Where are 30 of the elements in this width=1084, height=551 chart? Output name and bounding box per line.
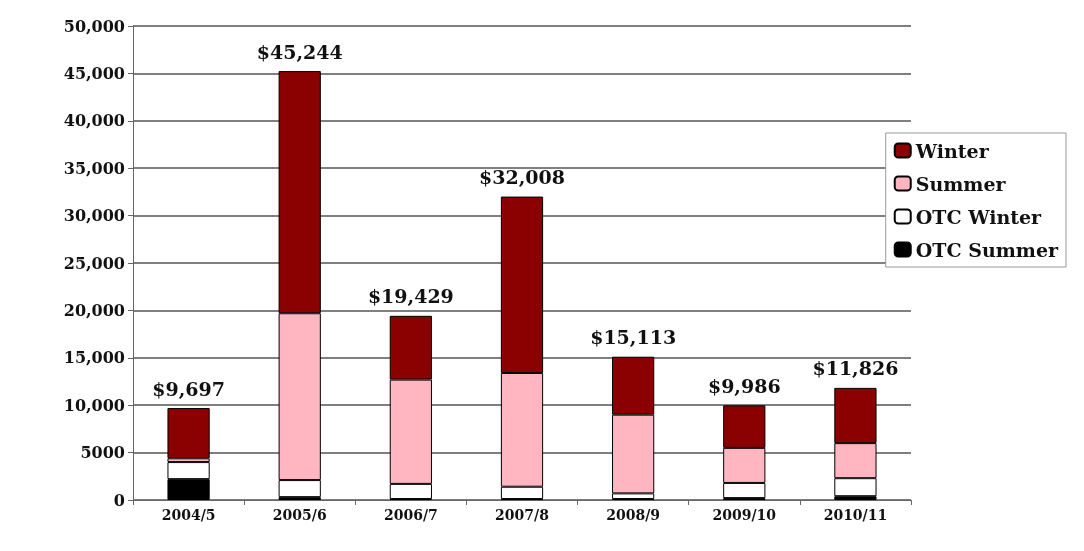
legend-label: OTC Winter xyxy=(915,205,1043,228)
y-tick-label: 0 xyxy=(113,490,125,510)
y-tick-label: 40,000 xyxy=(63,111,125,131)
x-tick-label: 2004/5 xyxy=(161,507,216,523)
y-tick-label: 5000 xyxy=(80,443,125,463)
total-label: $32,008 xyxy=(479,166,565,189)
x-tick-label: 2009/10 xyxy=(712,507,777,523)
y-tick-label: 10,000 xyxy=(63,395,125,415)
legend-label: OTC Summer xyxy=(915,238,1059,261)
x-tick-label: 2005/6 xyxy=(272,507,327,523)
y-tick-label: 30,000 xyxy=(63,206,125,226)
y-tick-label: 25,000 xyxy=(63,253,125,273)
y-tick-label: 20,000 xyxy=(63,300,125,320)
x-tick-label: 2008/9 xyxy=(606,507,661,523)
total-label: $19,429 xyxy=(367,285,454,308)
y-tick-label: 50,000 xyxy=(63,16,125,36)
y-tick-label: 35,000 xyxy=(63,158,125,178)
y-tick-label: 45,000 xyxy=(63,63,125,83)
legend-label: Summer xyxy=(915,172,1007,195)
total-label: $45,244 xyxy=(256,40,343,63)
legend-label: Winter xyxy=(914,139,990,162)
total-label: $11,826 xyxy=(812,357,899,380)
total-label: $9,986 xyxy=(707,374,781,397)
total-label: $9,697 xyxy=(152,377,225,400)
y-tick-label: 15,000 xyxy=(63,348,125,368)
total-label: $15,113 xyxy=(590,326,677,349)
x-tick-label: 2007/8 xyxy=(495,507,549,523)
bar xyxy=(167,408,210,459)
x-tick-label: 2010/11 xyxy=(823,507,888,523)
x-tick-label: 2006/7 xyxy=(383,507,438,523)
